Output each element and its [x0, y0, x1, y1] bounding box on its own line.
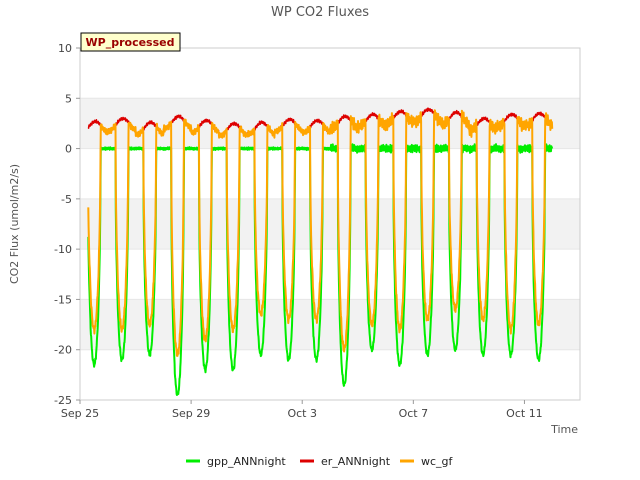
processed-badge: WP_processed	[80, 32, 181, 52]
y-tick-label: 10	[58, 42, 72, 55]
y-tick-label: -20	[54, 344, 72, 357]
band-1	[80, 198, 580, 250]
y-tick-label: -5	[61, 193, 72, 206]
x-tick-label: Oct 7	[399, 407, 429, 420]
data-series	[87, 107, 554, 396]
legend: gpp_ANNnight er_ANNnight wc_gf	[186, 455, 454, 468]
x-axis-label: Time	[550, 423, 578, 436]
series-gpp_ANNnight	[87, 143, 554, 396]
legend-label-gpp_ANNnight: gpp_ANNnight	[207, 455, 286, 468]
legend-label-er_ANNnight: er_ANNnight	[321, 455, 391, 468]
y-tick-label: -15	[54, 293, 72, 306]
x-tick-label: Oct 11	[506, 407, 543, 420]
legend-label-wc_gf: wc_gf	[421, 455, 454, 468]
x-tick-label: Oct 3	[287, 407, 317, 420]
y-tick-label: 0	[65, 143, 72, 156]
x-tick-label: Sep 25	[61, 407, 99, 420]
y-axis-label: CO2 Flux (umol/m2/s)	[8, 164, 21, 284]
badge-text: WP_processed	[86, 36, 175, 49]
x-axis-ticks: Sep 25 Sep 29 Oct 3 Oct 7 Oct 11	[61, 400, 543, 420]
y-tick-label: 5	[65, 92, 72, 105]
chart-title: WP CO2 Fluxes	[271, 5, 369, 20]
plot-area-border	[79, 47, 581, 401]
y-tick-label: -10	[54, 243, 72, 256]
band-2	[80, 299, 580, 350]
series-wc_gf	[87, 109, 554, 357]
y-tick-label: -25	[54, 394, 72, 407]
y-axis-ticks: 10 5 0 -5 -10 -15 -20 -25	[54, 42, 80, 407]
x-tick-label: Sep 29	[172, 407, 210, 420]
badge-box	[80, 32, 181, 52]
